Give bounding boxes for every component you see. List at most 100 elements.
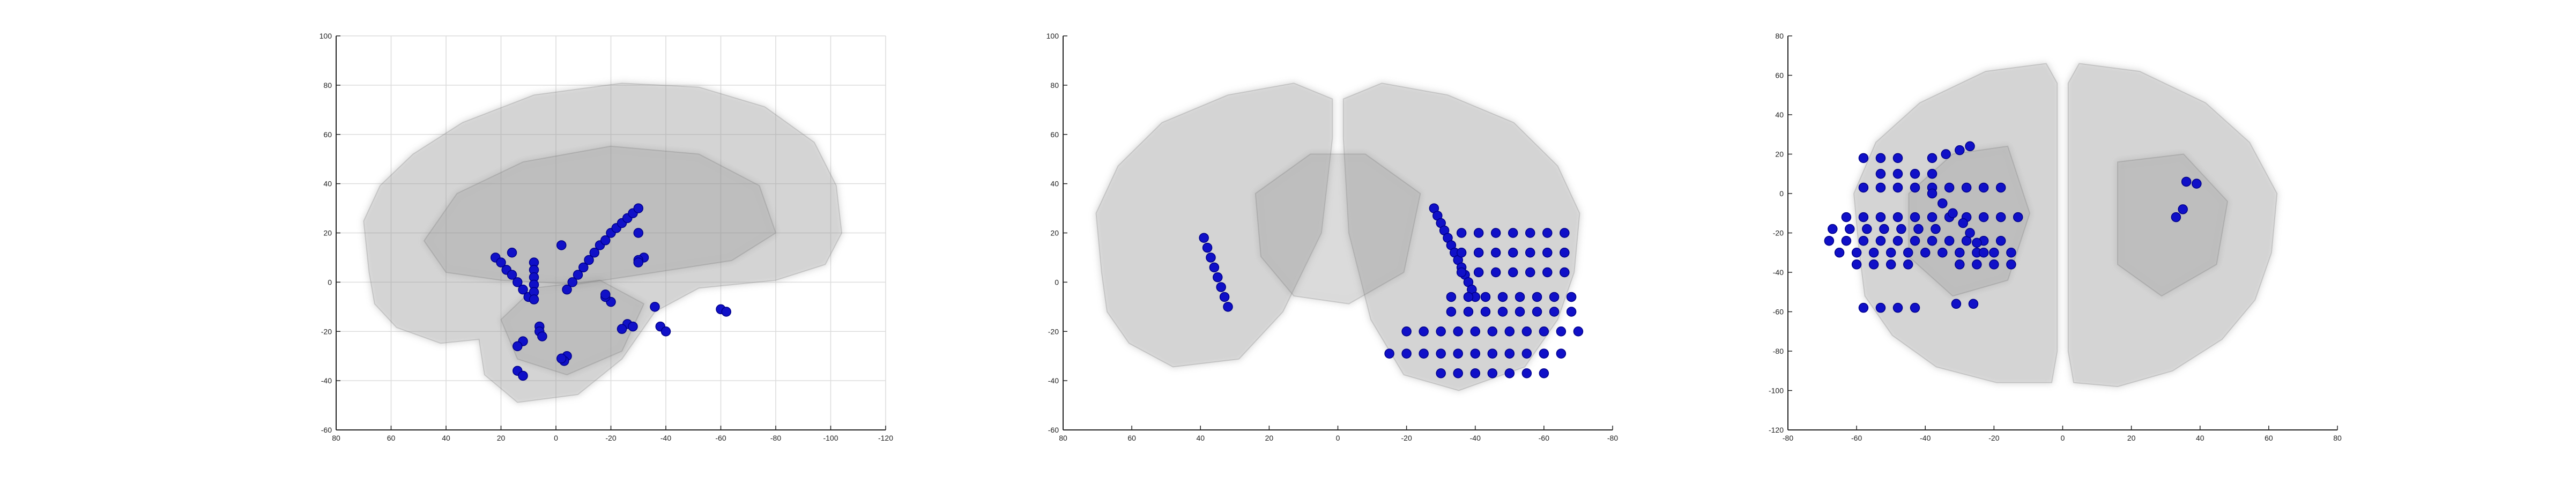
electrode-point <box>721 307 731 317</box>
electrode-point <box>507 248 517 258</box>
electrode-point <box>1965 141 1975 152</box>
x-tick-label: 40 <box>442 434 450 442</box>
electrode-point <box>1978 182 1989 193</box>
y-tick-label: 0 <box>328 278 332 286</box>
x-tick-label: 60 <box>2265 434 2273 442</box>
electrode-point <box>1892 235 1903 246</box>
electrode-point <box>1995 182 2006 193</box>
electrode-point <box>2006 259 2016 270</box>
electrode-point <box>1858 302 1869 313</box>
electrode-point <box>1858 235 1869 246</box>
x-tick-label: -20 <box>1401 434 1412 442</box>
electrode-point <box>1851 248 1862 258</box>
electrode-point <box>1487 348 1498 359</box>
electrode-point <box>1542 267 1553 278</box>
electrode-point <box>633 257 643 267</box>
x-tick-label: 60 <box>1127 434 1136 442</box>
electrode-point <box>1955 259 1965 270</box>
x-tick-label: 0 <box>554 434 558 442</box>
electrode-point <box>1490 248 1501 258</box>
electrode-point <box>1436 348 1446 359</box>
electrode-point <box>1858 212 1869 222</box>
x-tick-label: -20 <box>1988 434 1999 442</box>
electrode-point <box>1504 368 1515 378</box>
y-tick-label: 80 <box>1775 32 1784 40</box>
electrode-point <box>2171 212 2181 222</box>
electrode-point <box>1824 235 1835 246</box>
y-tick-label: 100 <box>320 32 332 40</box>
electrode-point <box>1480 292 1491 302</box>
electrode-point <box>513 277 523 287</box>
x-tick-label: 80 <box>332 434 340 442</box>
electrode-point <box>1446 307 1457 317</box>
brain-surface-shape <box>1254 153 1421 305</box>
electrode-point <box>1209 262 1220 273</box>
x-tick-label: -80 <box>1783 434 1793 442</box>
y-tick-label: 60 <box>1050 130 1059 139</box>
electrode-point <box>1539 326 1549 337</box>
electrode-point <box>1944 182 1955 193</box>
electrode-point <box>2181 176 2192 187</box>
x-tick-label: -80 <box>770 434 781 442</box>
electrode-point <box>1419 348 1429 359</box>
brain-surface-outline <box>1095 83 1333 368</box>
electrode-point <box>1453 326 1463 337</box>
electrode-point <box>1487 368 1498 378</box>
y-tick-label: 60 <box>323 130 332 139</box>
x-tick-label: -40 <box>660 434 671 442</box>
electrode-point <box>1845 224 1855 234</box>
electrode-point <box>2006 248 2016 258</box>
electrode-point <box>1851 259 1862 270</box>
electrode-point <box>1515 307 1525 317</box>
x-tick-label: -120 <box>878 434 893 442</box>
electrode-point <box>1937 248 1948 258</box>
electrode-point <box>628 321 638 332</box>
electrode-point <box>1862 224 1872 234</box>
brain-surface-outline <box>1853 63 2058 383</box>
x-tick-label: 20 <box>2127 434 2136 442</box>
electrode-point <box>1858 182 1869 193</box>
brain-surface-shape <box>1095 82 1333 368</box>
y-tick-label: -60 <box>1773 308 1784 316</box>
y-tick-label: 100 <box>1046 32 1059 40</box>
electrode-point <box>1892 182 1903 193</box>
electrode-point <box>1436 326 1446 337</box>
electrode-point <box>2178 204 2188 214</box>
y-tick-label: 60 <box>1775 71 1784 80</box>
electrode-point <box>1892 169 1903 179</box>
electrode-point <box>1961 182 1972 193</box>
electrode-point <box>578 262 589 273</box>
electrode-point <box>1532 292 1542 302</box>
y-tick-label: -20 <box>321 327 332 336</box>
electrode-point <box>567 277 577 287</box>
electrode-point <box>1521 326 1532 337</box>
y-tick-label: -20 <box>1048 327 1059 336</box>
electrode-point <box>1875 182 1886 193</box>
electrode-point <box>1995 212 2006 222</box>
electrode-point <box>1453 368 1463 378</box>
electrode-point <box>1978 248 1989 258</box>
electrode-point <box>2192 179 2202 189</box>
electrode-point <box>1456 267 1467 278</box>
x-tick-label: 40 <box>2196 434 2204 442</box>
electrode-point <box>1910 212 1920 222</box>
electrode-point <box>1521 368 1532 378</box>
electrode-point <box>1573 326 1584 337</box>
electrode-point <box>573 270 583 280</box>
electrode-point <box>1490 267 1501 278</box>
electrode-point <box>617 324 627 334</box>
electrode-point <box>513 341 523 352</box>
electrode-point <box>1968 299 1979 309</box>
electrode-point <box>633 228 643 238</box>
electrode-point <box>1436 368 1446 378</box>
electrode-point <box>600 289 611 300</box>
electrode-point <box>1456 248 1467 258</box>
electrode-point <box>584 255 594 265</box>
electrode-point <box>1525 248 1535 258</box>
x-tick-label: -100 <box>823 434 838 442</box>
electrode-point <box>1879 224 1889 234</box>
electrode-point <box>1885 259 1896 270</box>
electrode-point <box>1525 267 1535 278</box>
electrode-point <box>1473 267 1484 278</box>
electrode-point <box>1566 292 1577 302</box>
